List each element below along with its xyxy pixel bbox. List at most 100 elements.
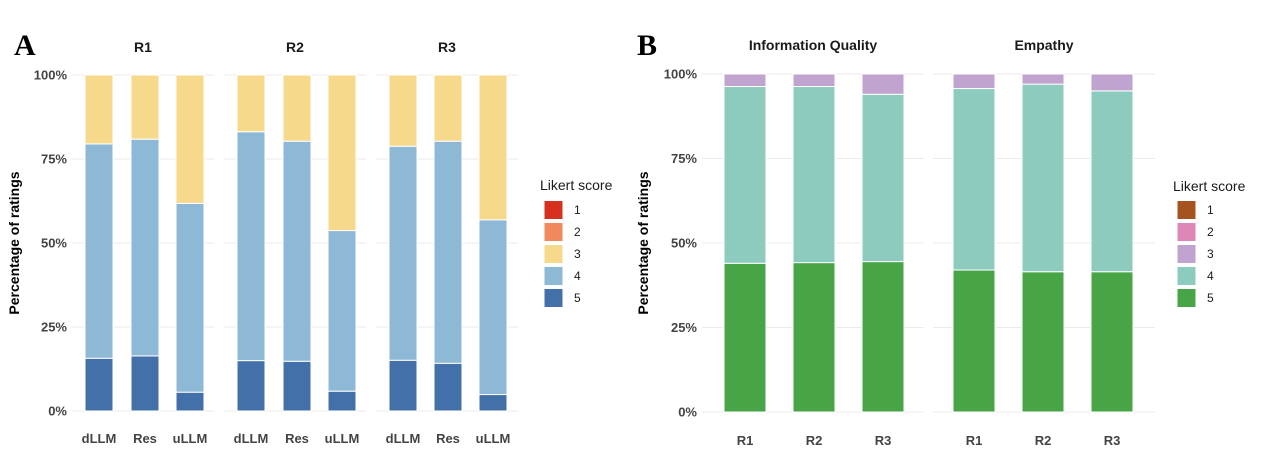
- y-tick-label: 0%: [678, 405, 697, 420]
- x-tick-label: Res: [285, 431, 309, 446]
- legend-label: 4: [574, 269, 581, 283]
- legend-swatch: [543, 222, 564, 242]
- legend-swatch: [1176, 244, 1197, 264]
- panel-a: A Percentage of ratings 0% 25% 50% 75% 100% R1 d…: [6, 29, 613, 446]
- legend: Likert score 1 2 3 4 5: [1173, 178, 1246, 308]
- bar-segment-score-5: [723, 262, 767, 413]
- legend-label: 4: [1207, 269, 1214, 283]
- bar-segment-score-3: [1090, 73, 1134, 92]
- bar-segment-score-4: [1090, 90, 1134, 273]
- bar-segment-score-5: [861, 261, 905, 413]
- facet: Empathy R1 R2 R3: [933, 37, 1155, 448]
- x-tick-label: R2: [1035, 433, 1052, 448]
- bar-segment-score-5: [327, 390, 357, 412]
- bar-segment-score-4: [792, 86, 836, 264]
- bar-segment-score-5: [175, 391, 205, 412]
- legend-swatch: [543, 244, 564, 264]
- legend-title: Likert score: [540, 177, 613, 193]
- y-tick-label: 50%: [41, 236, 67, 251]
- legend: Likert score 1 2 3 4 5: [540, 177, 613, 308]
- y-axis-title: Percentage of ratings: [635, 171, 651, 314]
- panel-label: B: [637, 29, 657, 62]
- bar-segment-score-3: [236, 74, 266, 133]
- legend-label: 3: [1207, 247, 1214, 261]
- x-tick-label: R3: [1104, 433, 1121, 448]
- y-tick-label: 25%: [41, 320, 67, 335]
- bar-segment-score-3: [175, 74, 205, 204]
- facet: Information Quality R1 R2 R3: [702, 37, 924, 448]
- legend-label: 5: [1207, 291, 1214, 305]
- bar-segment-score-4: [84, 143, 114, 359]
- bar-segment-score-3: [388, 74, 418, 147]
- legend-swatch: [1176, 288, 1197, 308]
- bar-segment-score-5: [282, 360, 312, 412]
- legend-label: 2: [574, 225, 581, 239]
- y-axis-title: Percentage of ratings: [6, 171, 22, 314]
- x-tick-label: R2: [806, 433, 823, 448]
- facet: R1 dLLM Res uLLM: [72, 39, 214, 446]
- bar-segment-score-5: [84, 357, 114, 412]
- y-tick-label: 75%: [671, 151, 697, 166]
- bar-segment-score-5: [388, 359, 418, 412]
- bar-segment-score-4: [236, 131, 266, 362]
- y-tick-label: 0%: [48, 404, 67, 419]
- x-tick-label: Res: [133, 431, 157, 446]
- bar-segment-score-5: [792, 262, 836, 413]
- bar-segment-score-4: [478, 219, 508, 396]
- bar-segment-score-5: [433, 362, 463, 412]
- legend-title: Likert score: [1173, 178, 1246, 194]
- bar-segment-score-4: [282, 140, 312, 362]
- y-tick-label: 100%: [664, 67, 698, 82]
- bar-segment-score-5: [1090, 271, 1134, 413]
- x-tick-label: dLLM: [386, 431, 421, 446]
- panel-label: A: [14, 29, 36, 62]
- bar-segment-score-3: [282, 74, 312, 142]
- bar-segment-score-3: [1021, 73, 1065, 85]
- bar-segment-score-4: [388, 145, 418, 361]
- bar-segment-score-5: [1021, 271, 1065, 413]
- legend-label: 5: [574, 291, 581, 305]
- bar-segment-score-4: [861, 93, 905, 263]
- legend-swatch: [1176, 200, 1197, 220]
- y-tick-label: 25%: [671, 320, 697, 335]
- legend-swatch: [1176, 266, 1197, 286]
- bar-segment-score-5: [952, 269, 996, 413]
- legend-swatch: [543, 200, 564, 220]
- bar-segment-score-3: [130, 74, 160, 140]
- bar-segment-score-5: [130, 355, 160, 412]
- x-tick-label: dLLM: [82, 431, 117, 446]
- legend-label: 2: [1207, 225, 1214, 239]
- bar-segment-score-3: [861, 73, 905, 95]
- x-tick-label: R1: [737, 433, 754, 448]
- legend-label: 1: [574, 203, 581, 217]
- bar-segment-score-4: [1021, 83, 1065, 273]
- bar-segment-score-3: [792, 73, 836, 88]
- bar-segment-score-4: [327, 230, 357, 392]
- facet: R3 dLLM Res uLLM: [376, 39, 518, 446]
- legend-swatch: [1176, 222, 1197, 242]
- x-tick-label: uLLM: [476, 431, 511, 446]
- y-tick-label: 50%: [671, 236, 697, 251]
- legend-swatch: [543, 288, 564, 308]
- panel-b: B Percentage of ratings 0% 25% 50% 75% 100% Inf…: [635, 29, 1246, 448]
- legend-label: 3: [574, 247, 581, 261]
- legend-swatch: [543, 266, 564, 286]
- facet-title: R3: [438, 39, 456, 55]
- facet-title: R2: [286, 39, 304, 55]
- bar-segment-score-4: [433, 140, 463, 364]
- bar-segment-score-3: [84, 74, 114, 145]
- x-tick-label: uLLM: [173, 431, 208, 446]
- bar-segment-score-4: [952, 88, 996, 271]
- x-tick-label: dLLM: [234, 431, 269, 446]
- facet-title: R1: [134, 39, 152, 55]
- x-tick-label: R3: [875, 433, 892, 448]
- y-tick-label: 75%: [41, 152, 67, 167]
- x-tick-label: uLLM: [325, 431, 360, 446]
- bar-segment-score-4: [175, 202, 205, 393]
- bar-segment-score-3: [433, 74, 463, 142]
- bar-segment-score-3: [478, 74, 508, 221]
- legend-label: 1: [1207, 203, 1214, 217]
- bar-segment-score-5: [236, 360, 266, 412]
- y-tick-label: 100%: [34, 68, 68, 83]
